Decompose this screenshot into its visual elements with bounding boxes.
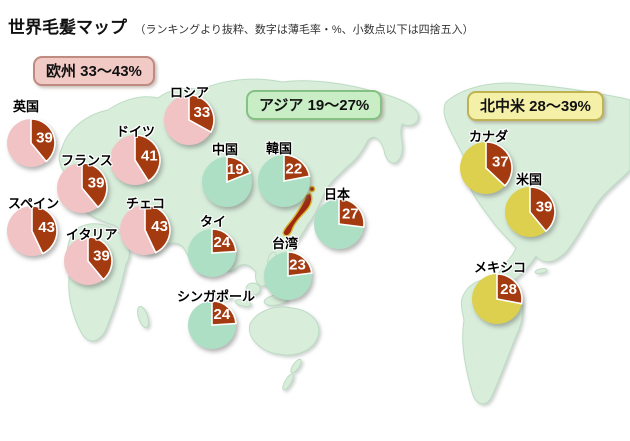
pie-value-thailand: 24 — [214, 234, 231, 251]
pie-wedge-china — [226, 156, 252, 184]
page-subtitle: （ランキングより抜粋、数字は薄毛率・%、小数点以下は四捨五入） — [134, 24, 474, 36]
page-title: 世界毛髪マップ — [8, 18, 127, 37]
island-java — [234, 299, 252, 307]
pie-value-russia: 33 — [194, 104, 211, 121]
pie-value-taiwan: 23 — [289, 257, 306, 274]
pie-value-korea: 22 — [286, 161, 303, 178]
country-label-italy: イタリア — [66, 227, 118, 242]
pie-chart-thailand: 24 — [188, 228, 237, 277]
pie-wedge-thailand — [211, 228, 237, 254]
pie-wedge-canada — [485, 141, 513, 187]
country-label-uk: 英国 — [13, 99, 40, 114]
country-label-mexico: メキシコ — [474, 260, 527, 275]
pie-chart-france: 39 — [57, 162, 108, 213]
pie-wedge-uk — [30, 118, 56, 163]
country-label-czech: チェコ — [126, 196, 166, 211]
pie-wedge-spain — [31, 205, 58, 255]
country-label-usa: 米国 — [516, 172, 543, 187]
country-label-china: 中国 — [212, 142, 239, 157]
pie-chart-mexico: 28 — [472, 273, 523, 324]
pie-chart-usa: 39 — [505, 186, 556, 237]
japan-hokkaido — [308, 185, 316, 193]
pie-chart-germany: 41 — [110, 134, 161, 185]
pie-value-canada: 37 — [492, 153, 509, 170]
pie-wedge-italy — [87, 236, 113, 281]
japan-highlight — [282, 192, 313, 237]
pie-chart-italy: 39 — [64, 236, 113, 285]
region-label-namerica: 北中米 28～39% — [467, 91, 604, 121]
region-label-europe: 欧州 33～43% — [33, 56, 155, 86]
pie-value-france: 39 — [88, 174, 105, 191]
pie-chart-russia: 33 — [164, 94, 215, 145]
island-borneo — [245, 282, 261, 296]
pie-wedge-czech — [144, 204, 171, 254]
country-label-singapore: シンガポール — [177, 289, 256, 304]
continent-australia — [248, 306, 320, 356]
country-label-taiwan: 台湾 — [272, 236, 299, 251]
pie-chart-uk: 39 — [7, 118, 56, 167]
pie-value-mexico: 28 — [500, 281, 517, 298]
pie-value-usa: 39 — [536, 198, 553, 215]
pie-wedge-japan — [338, 198, 365, 229]
pie-wedge-mexico — [496, 273, 523, 305]
pie-wedge-singapore — [211, 300, 237, 326]
pie-chart-canada: 37 — [460, 141, 513, 194]
pie-wedge-germany — [134, 134, 161, 183]
country-label-korea: 韓国 — [266, 141, 293, 156]
pie-wedge-taiwan — [287, 251, 313, 277]
country-label-spain: スペイン — [8, 196, 60, 211]
pie-chart-czech: 43 — [120, 204, 171, 255]
pie-value-spain: 43 — [38, 219, 55, 236]
pie-wedge-usa — [529, 186, 556, 233]
pie-value-italy: 39 — [93, 248, 110, 265]
pie-chart-korea: 22 — [258, 154, 311, 207]
region-label-asia: アジア 19～27% — [246, 90, 383, 120]
pie-value-uk: 39 — [36, 130, 53, 147]
title-bar: 世界毛髪マップ （ランキングより抜粋、数字は薄毛率・%、小数点以下は四捨五入） — [8, 13, 474, 38]
country-label-russia: ロシア — [170, 85, 210, 100]
island-new-zealand-south — [282, 373, 294, 391]
pie-chart-singapore: 24 — [188, 300, 237, 349]
pie-wedge-france — [81, 162, 108, 209]
country-label-canada: カナダ — [469, 129, 509, 144]
island-cuba — [534, 268, 548, 274]
country-label-japan: 日本 — [324, 187, 351, 202]
island-madagascar — [137, 305, 149, 329]
country-label-france: フランス — [61, 153, 113, 168]
country-label-germany: ドイツ — [116, 124, 156, 139]
pie-chart-spain: 43 — [7, 205, 58, 256]
pie-value-czech: 43 — [151, 218, 168, 235]
pie-chart-taiwan: 23 — [264, 251, 313, 300]
pie-chart-japan: 27 — [314, 198, 365, 249]
island-new-zealand-north — [290, 358, 302, 374]
pie-wedge-russia — [188, 94, 215, 134]
pie-value-china: 19 — [227, 161, 244, 178]
pie-value-japan: 27 — [342, 206, 359, 223]
pie-value-germany: 41 — [141, 147, 158, 164]
pie-value-singapore: 24 — [214, 306, 231, 323]
pie-wedge-korea — [283, 154, 311, 182]
island-sumatra — [211, 291, 233, 301]
pie-chart-china: 19 — [202, 156, 252, 207]
country-label-thailand: タイ — [200, 214, 227, 229]
